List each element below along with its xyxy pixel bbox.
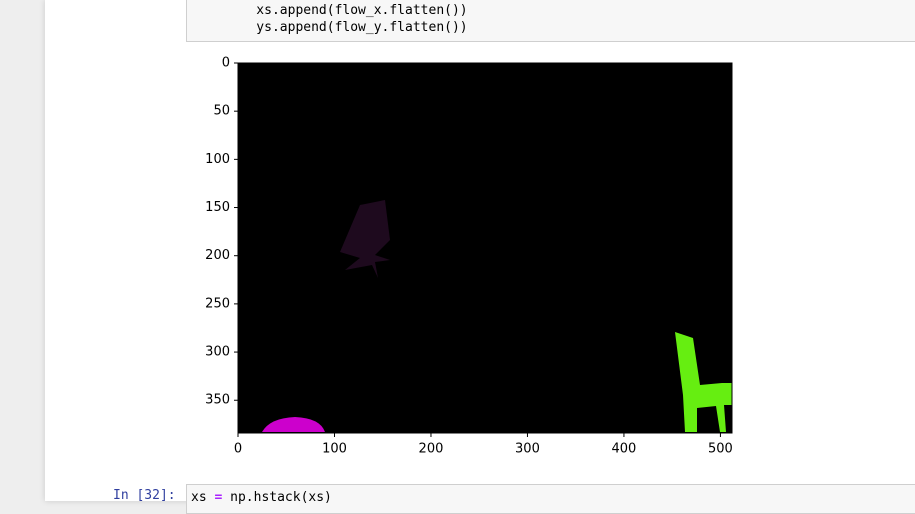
code-cell[interactable]: xs = np.hstack(xs) xyxy=(186,484,915,514)
x-tick-label: 500 xyxy=(708,442,733,457)
y-tick-label: 250 xyxy=(205,296,230,311)
code-line: xs = np.hstack(xs) xyxy=(187,489,915,506)
blob xyxy=(262,417,325,432)
y-tick-label: 350 xyxy=(205,393,230,408)
code-line: xs.append(flow_x.flatten()) xyxy=(225,3,468,18)
blob xyxy=(675,332,732,432)
y-tick-label: 50 xyxy=(213,104,230,119)
x-tick-label: 200 xyxy=(419,442,444,457)
x-tick-label: 0 xyxy=(234,442,242,457)
y-tick-label: 150 xyxy=(205,200,230,215)
code-token: np.hstack(xs) xyxy=(222,490,332,505)
image-content xyxy=(262,200,732,432)
code-token: xs xyxy=(191,490,215,505)
y-tick-label: 100 xyxy=(205,152,230,167)
page: {"cells":[ {"code":[" xs.append(flow_x.f… xyxy=(45,0,915,514)
code-cell[interactable]: xs.append(flow_x.flatten()) ys.append(fl… xyxy=(186,0,915,42)
blob xyxy=(340,200,390,278)
x-tick-label: 400 xyxy=(612,442,637,457)
x-tick-label: 100 xyxy=(322,442,347,457)
axes-frame xyxy=(237,62,733,434)
y-tick-label: 0 xyxy=(222,56,230,71)
code-token: = xyxy=(214,490,223,505)
plot: 0 100 200 300 400 500 0 50 100 150 200 250 300 350 xyxy=(205,56,733,457)
x-tick-label: 300 xyxy=(515,442,540,457)
code-line: ys.append(flow_y.flatten()) xyxy=(225,20,468,35)
y-tick-label: 300 xyxy=(205,345,230,360)
y-tick-label: 200 xyxy=(205,248,230,263)
image xyxy=(238,63,732,433)
prompt: In [32]: xyxy=(113,488,176,503)
